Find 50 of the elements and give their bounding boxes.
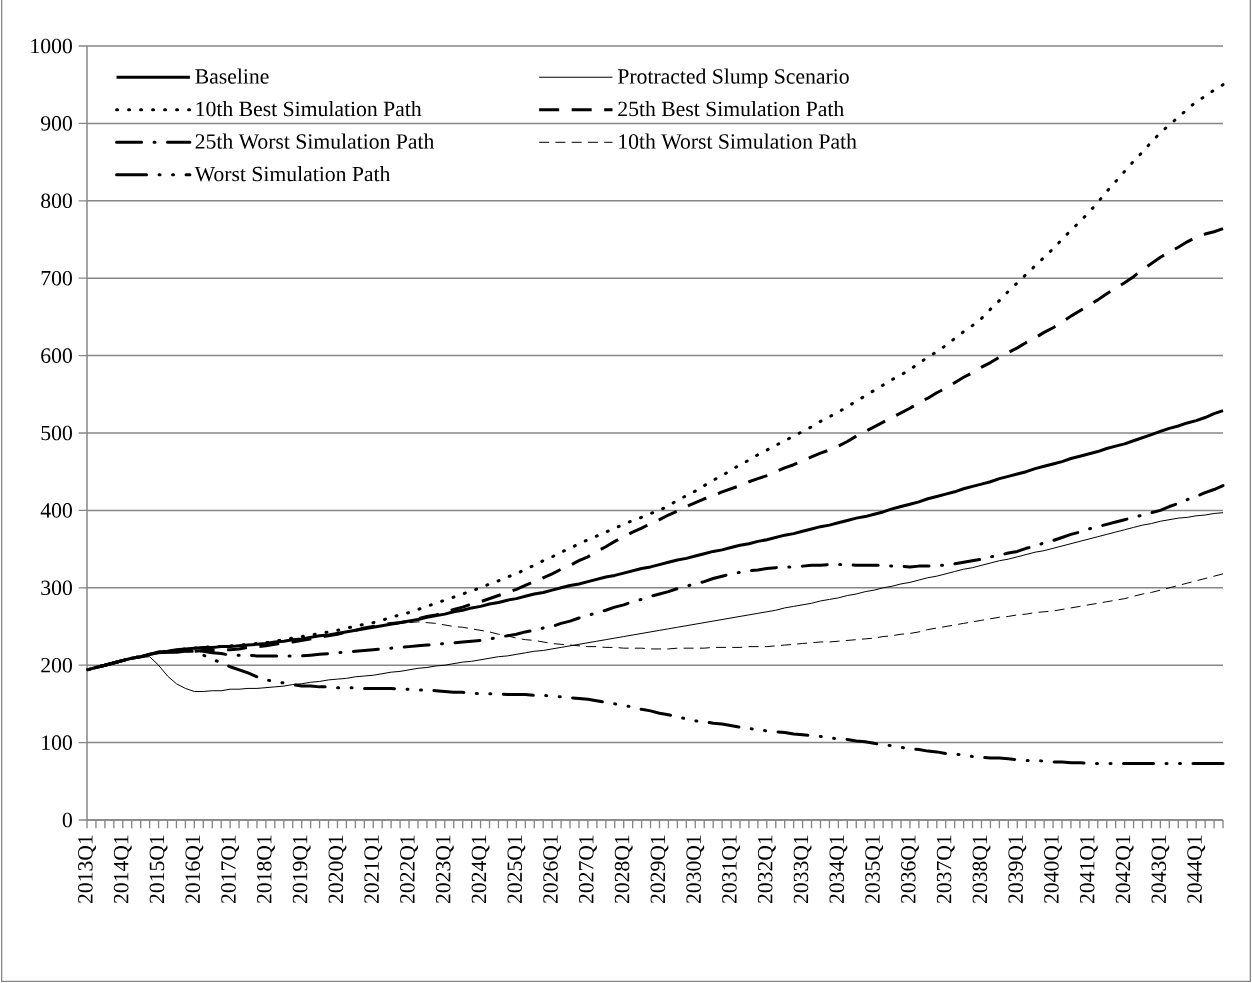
x-tick-label: 2013Q1 [78, 835, 96, 904]
x-tick-label: 2018Q1 [256, 835, 275, 904]
legend-label: 25th Worst Simulation Path [195, 133, 435, 149]
legend-label: 10th Best Simulation Path [196, 101, 422, 117]
x-tick-label: 2017Q1 [221, 835, 240, 904]
x-tick-label: 2040Q1 [1044, 835, 1063, 904]
x-tick-label: 2019Q1 [292, 835, 311, 904]
y-tick-label: 500 [41, 425, 72, 441]
x-tick-label: 2038Q1 [972, 835, 991, 904]
legend-label: 25th Best Simulation Path [618, 101, 844, 117]
x-tick-label: 2041Q1 [1079, 835, 1098, 904]
x-tick-label: 2023Q1 [435, 835, 454, 904]
x-tick-label: 2030Q1 [686, 835, 705, 904]
y-tick-label: 100 [42, 735, 72, 750]
x-tick-label: 2034Q1 [829, 835, 848, 904]
x-tick-label: 2036Q1 [900, 835, 919, 904]
x-tick-label: 2044Q1 [1187, 835, 1206, 904]
x-tick-label: 2043Q1 [1151, 835, 1170, 904]
y-tick-label: 900 [40, 116, 72, 131]
x-tick-label: 2026Q1 [543, 835, 562, 904]
y-tick-label: 0 [62, 812, 72, 828]
x-tick-label: 2021Q1 [364, 835, 383, 904]
x-tick-label: 2025Q1 [507, 835, 526, 904]
legend-label: Worst Simulation Path [194, 166, 391, 182]
x-tick-label: 2028Q1 [614, 835, 633, 904]
y-tick-label: 400 [40, 503, 72, 518]
x-tick-label: 2015Q1 [149, 835, 168, 904]
y-tick-label: 800 [41, 193, 72, 209]
x-tick-label: 2037Q1 [936, 835, 955, 904]
y-tick-label: 1000 [31, 38, 72, 54]
x-tick-label: 2042Q1 [1115, 835, 1134, 904]
legend-label: Baseline [195, 68, 269, 84]
x-tick-label: 2031Q1 [722, 835, 740, 904]
legend-label: Protracted Slump Scenario [617, 68, 849, 89]
x-tick-label: 2020Q1 [328, 835, 347, 904]
y-tick-label: 200 [41, 657, 72, 673]
x-tick-label: 2039Q1 [1008, 835, 1027, 904]
x-tick-label: 2029Q1 [650, 835, 669, 904]
x-tick-label: 2022Q1 [400, 835, 418, 904]
x-tick-label: 2035Q1 [865, 835, 884, 904]
y-tick-label: 300 [41, 580, 72, 596]
x-tick-label: 2016Q1 [185, 835, 204, 904]
y-tick-label: 700 [41, 270, 72, 286]
x-tick-label: 2024Q1 [471, 835, 490, 904]
x-tick-label: 2032Q1 [757, 835, 776, 904]
x-tick-label: 2014Q1 [113, 835, 132, 904]
y-tick-label: 600 [41, 348, 72, 363]
x-tick-label: 2027Q1 [578, 835, 597, 904]
x-tick-label: 2033Q1 [793, 835, 812, 904]
legend-label: 10th Worst Simulation Path [619, 133, 857, 149]
